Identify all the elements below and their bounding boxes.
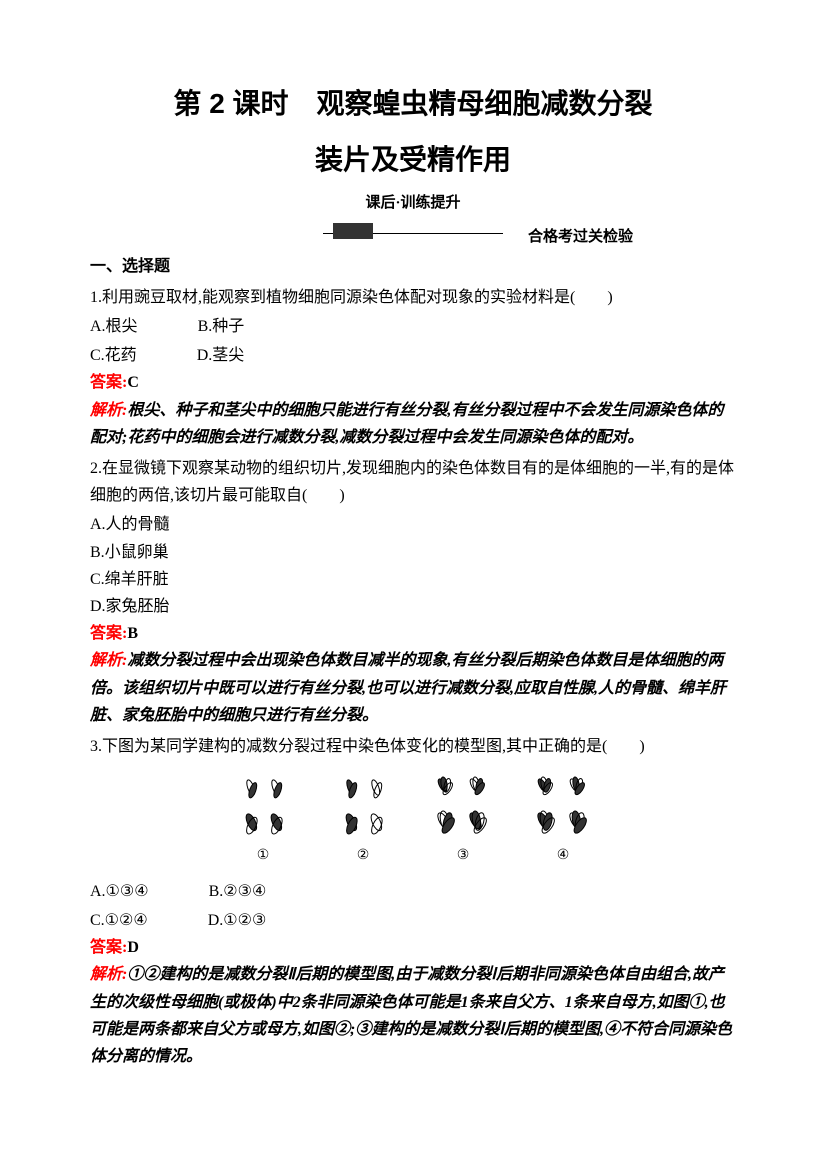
question-2: 2.在显微镜下观察某动物的组织切片,发现细胞内的染色体数目有的是体细胞的一半,有… <box>90 455 736 729</box>
q3-answer: 答案:D <box>90 934 736 961</box>
q3-analysis-text: ①②建构的是减数分裂Ⅱ后期的模型图,由于减数分裂Ⅰ后期非同源染色体自由组合,故产… <box>90 966 732 1065</box>
q2-answer-value: B <box>127 625 138 642</box>
figure-4: ④ <box>533 770 593 868</box>
chromosome-diagram-3 <box>433 770 493 840</box>
exam-label: 合格考过关检验 <box>528 225 633 251</box>
chromosome-diagram-1 <box>233 770 293 840</box>
q2-options: A.人的骨髓 B.小鼠卵巢 C.绵羊肝脏 D.家兔胚胎 <box>90 511 736 620</box>
divider: 合格考过关检验 <box>90 223 736 243</box>
q3-opt-a: A.①③④ <box>90 878 149 905</box>
fig-label-2: ② <box>333 844 393 868</box>
q2-num: 2. <box>90 460 102 477</box>
q1-opt-d: D.茎尖 <box>197 342 245 369</box>
q2-opt-c: C.绵羊肝脏 <box>90 566 736 593</box>
q1-opt-b: B.种子 <box>198 313 245 340</box>
q3-options-row2: C.①②④ D.①②③ <box>90 907 736 934</box>
q2-opt-b: B.小鼠卵巢 <box>90 539 736 566</box>
q1-opt-c: C.花药 <box>90 342 137 369</box>
q2-opt-d: D.家兔胚胎 <box>90 593 736 620</box>
q3-opt-c: C.①②④ <box>90 907 148 934</box>
q1-answer-value: C <box>127 374 139 391</box>
fig-label-4: ④ <box>533 844 593 868</box>
answer-label: 答案: <box>90 625 127 642</box>
q1-options-row2: C.花药 D.茎尖 <box>90 342 736 369</box>
answer-label: 答案: <box>90 374 127 391</box>
page-title-line1: 第 2 课时 观察蝗虫精母细胞减数分裂 <box>90 80 736 128</box>
chromosome-diagram-2 <box>333 770 393 840</box>
q3-num: 3. <box>90 738 102 755</box>
question-1: 1.利用豌豆取材,能观察到植物细胞同源染色体配对现象的实验材料是( ) A.根尖… <box>90 284 736 451</box>
q2-answer: 答案:B <box>90 620 736 647</box>
figure-2: ② <box>333 770 393 868</box>
q3-body: 下图为某同学建构的减数分裂过程中染色体变化的模型图,其中正确的是( ) <box>102 738 645 755</box>
q1-opt-a: A.根尖 <box>90 313 138 340</box>
figure-3: ③ <box>433 770 493 868</box>
q1-options-row1: A.根尖 B.种子 <box>90 313 736 340</box>
analysis-label: 解析: <box>90 652 127 669</box>
figure-1: ① <box>233 770 293 868</box>
subtitle: 课后·训练提升 <box>90 191 736 217</box>
q3-figures: ① <box>90 770 736 868</box>
fig-label-1: ① <box>233 844 293 868</box>
q1-analysis: 解析:根尖、种子和茎尖中的细胞只能进行有丝分裂,有丝分裂过程中不会发生同源染色体… <box>90 397 736 451</box>
question-3: 3.下图为某同学建构的减数分裂过程中染色体变化的模型图,其中正确的是( ) <box>90 733 736 1070</box>
q2-text: 2.在显微镜下观察某动物的组织切片,发现细胞内的染色体数目有的是体细胞的一半,有… <box>90 455 736 509</box>
q1-text: 1.利用豌豆取材,能观察到植物细胞同源染色体配对现象的实验材料是( ) <box>90 284 736 311</box>
q3-opt-b: B.②③④ <box>209 878 267 905</box>
section-header: 一、选择题 <box>90 253 736 280</box>
q3-answer-value: D <box>127 939 139 956</box>
fig-label-3: ③ <box>433 844 493 868</box>
q1-num: 1. <box>90 289 102 306</box>
q3-analysis: 解析:①②建构的是减数分裂Ⅱ后期的模型图,由于减数分裂Ⅰ后期非同源染色体自由组合… <box>90 961 736 1070</box>
analysis-label: 解析: <box>90 966 127 983</box>
q2-opt-a: A.人的骨髓 <box>90 511 736 538</box>
q1-analysis-text: 根尖、种子和茎尖中的细胞只能进行有丝分裂,有丝分裂过程中不会发生同源染色体的配对… <box>90 402 723 446</box>
chromosome-diagram-4 <box>533 770 593 840</box>
q2-analysis: 解析:减数分裂过程中会出现染色体数目减半的现象,有丝分裂后期染色体数目是体细胞的… <box>90 647 736 729</box>
q3-opt-d: D.①②③ <box>208 907 267 934</box>
q2-analysis-text: 减数分裂过程中会出现染色体数目减半的现象,有丝分裂后期染色体数目是体细胞的两倍。… <box>90 652 726 723</box>
answer-label: 答案: <box>90 939 127 956</box>
page-title-line2: 装片及受精作用 <box>90 136 736 184</box>
divider-badge <box>333 223 373 239</box>
q3-text: 3.下图为某同学建构的减数分裂过程中染色体变化的模型图,其中正确的是( ) <box>90 733 736 760</box>
q3-options-row1: A.①③④ B.②③④ <box>90 878 736 905</box>
analysis-label: 解析: <box>90 402 127 419</box>
q1-body: 利用豌豆取材,能观察到植物细胞同源染色体配对现象的实验材料是( ) <box>102 289 613 306</box>
q1-answer: 答案:C <box>90 369 736 396</box>
q2-body: 在显微镜下观察某动物的组织切片,发现细胞内的染色体数目有的是体细胞的一半,有的是… <box>90 460 734 504</box>
